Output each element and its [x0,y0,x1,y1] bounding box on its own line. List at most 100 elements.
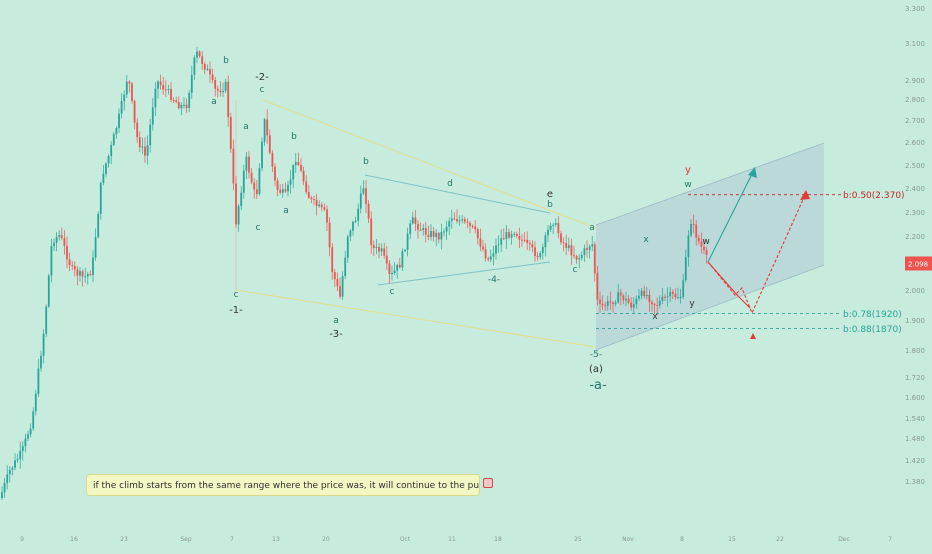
candle-body [92,257,94,275]
time-tick-label: 18 [494,536,502,543]
candle-body [549,225,552,230]
wave-label: c [256,223,261,233]
candle-body [417,223,419,230]
candle-body [612,302,614,305]
candle-body [653,304,656,306]
channel-bottom-line [595,264,825,351]
candle-body [487,258,490,260]
candle-body [495,245,497,254]
time-tick-label: 22 [776,536,784,543]
time-tick-label: 8 [680,536,684,543]
price-tick-label: 2.200 [905,233,925,241]
candle-body [349,230,352,237]
triangle-bottom-line [377,261,551,286]
candle-body [162,85,165,90]
candle-body [40,355,42,369]
candle-body [177,102,180,109]
candle-body [406,233,409,250]
candle-body [180,104,183,109]
candle-body [627,298,630,303]
candle-body [409,223,412,234]
wave-label: b [291,132,297,142]
candle-body [245,156,248,171]
price-tick-label: 1.600 [905,394,925,402]
wave-label: -1- [229,305,243,316]
candle-body [344,257,347,277]
candle-body [476,229,479,239]
candle-body [567,245,570,248]
candle-body [144,146,146,156]
candle-body [588,246,591,250]
candle-body [193,57,196,75]
candle-body [385,255,388,264]
wave-label: c [573,265,578,275]
wave-label: -a- [589,378,607,393]
candle-body [393,270,396,274]
price-tick-label: 2.700 [905,117,925,125]
lower-trendline [235,289,597,348]
price-tick-label: 3.300 [905,5,925,13]
candle-body [427,234,430,238]
candle-body [359,193,362,209]
candle-body [71,265,74,267]
wave-label: y [689,299,695,309]
candle-body [128,81,131,84]
candle-body [50,246,53,276]
candle-body [219,90,222,93]
upper-trendline [262,99,597,229]
price-tick-label: 1.720 [905,374,925,382]
candle-body [411,217,414,224]
wave-label: w [702,237,709,247]
candle-body [492,253,495,257]
candle-body [11,467,14,470]
candle-body [55,237,58,243]
note-edit-icon[interactable] [483,478,493,488]
candle-body [320,204,323,208]
candle-body [222,90,224,93]
candle-body [461,219,464,221]
candle-body [383,248,386,256]
candle-body [541,247,544,254]
wave-label: a [211,97,217,107]
candle-body [198,51,201,57]
warning-marker-icon [750,333,756,339]
candle-body [583,248,586,255]
candle-body [60,235,63,239]
candle-body [573,255,575,257]
candle-body [388,263,391,274]
candle-body [424,228,427,235]
candle-body [614,302,617,305]
wave-label: b [547,200,553,210]
price-tick-label: 2.900 [905,77,925,85]
candle-body [151,107,154,125]
candle-body [170,89,172,100]
candle-body [263,119,266,142]
candle-body [419,229,422,231]
price-tick-label: 1.420 [905,457,925,465]
candle-body [68,259,71,266]
candle-body [255,189,258,194]
chart-note[interactable]: if the climb starts from the same range … [86,474,480,496]
candle-body [521,239,523,241]
candle-body [190,74,193,93]
candle-body [159,81,162,86]
candle-body [8,469,11,475]
candle-body [84,276,87,278]
candle-body [575,255,578,260]
candle-body [146,145,149,156]
candle-body [489,256,492,260]
wave-label: a [243,122,249,132]
candle-body [523,239,526,241]
wave-label: a [283,206,289,216]
candle-body [625,298,627,301]
candle-body [196,51,198,58]
candle-body [172,99,175,101]
candle-body [547,229,549,236]
channel-top-line [595,142,825,226]
projection-red-path [707,192,807,315]
candle-body [508,232,510,238]
wave-label: b [223,56,229,66]
candle-body [232,148,235,184]
